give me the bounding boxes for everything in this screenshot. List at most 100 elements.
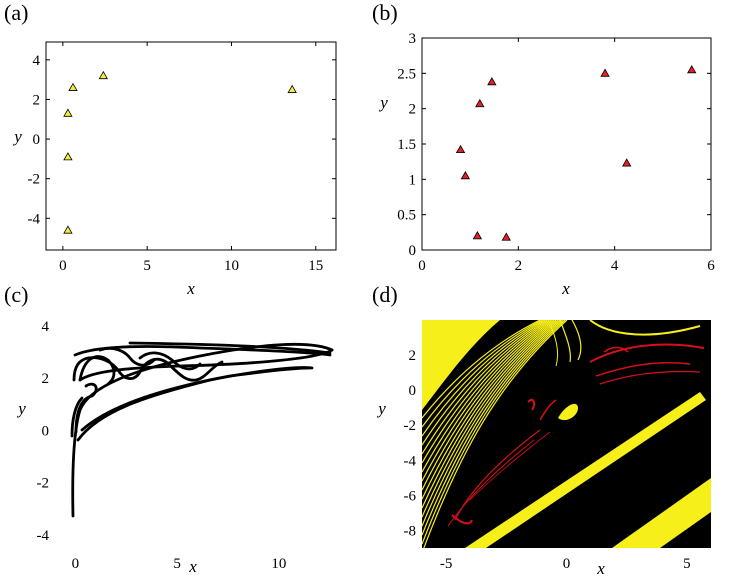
scatter-point	[475, 98, 485, 108]
y-tick-label: 0	[33, 132, 41, 148]
x-tick-label: 10	[271, 556, 286, 572]
scatter-point	[455, 144, 466, 154]
y-tick-label: 2.5	[397, 66, 416, 82]
yellow-stripe	[422, 320, 555, 491]
x-axis-label-a: x	[186, 279, 195, 298]
scatter-point	[687, 64, 697, 74]
x-tick-label: 15	[308, 258, 323, 274]
y-tick-label: 0	[42, 423, 50, 439]
panel-d: -5 0 5 2 0 -2 -4 -6 -8 x y	[376, 320, 711, 578]
scatter-point	[600, 68, 610, 77]
y-tick-label: -4	[37, 528, 50, 544]
x-tick-label: 6	[707, 258, 715, 274]
yellow-filament	[549, 323, 559, 367]
trajectory-curve	[128, 341, 332, 355]
x-tick-label: 0	[418, 258, 426, 274]
x-tick-label: 4	[611, 258, 619, 274]
yellow-stripe	[422, 320, 550, 464]
red-filament	[527, 398, 536, 411]
trajectory-curve	[98, 347, 156, 367]
red-filaments	[447, 343, 705, 527]
yellow-stripe	[422, 320, 552, 473]
x-axis-label-c: x	[188, 557, 197, 576]
y-tick-label: -2	[37, 476, 50, 492]
x-axis-label-b: x	[561, 279, 570, 298]
x-tick-label: -5	[440, 556, 453, 572]
yellow-filament	[571, 320, 582, 361]
y-tick-label: 0	[409, 243, 417, 259]
yellow-basin-region	[422, 320, 500, 410]
y-axis-label-a: y	[12, 127, 22, 146]
yellow-stripe	[422, 320, 557, 500]
y-tick-label: 2	[42, 371, 50, 387]
x-tick-label: 5	[683, 556, 691, 572]
panel-c: 0 5 10 4 2 0 -2 -4 x y	[16, 319, 334, 576]
yellow-stripe	[422, 320, 544, 437]
trajectory-curve	[138, 351, 202, 371]
yellow-filament	[559, 320, 571, 363]
x-tick-label: 10	[224, 258, 239, 274]
panel-label-c: (c)	[4, 282, 28, 307]
yellow-basin-blob	[558, 403, 578, 421]
panel-a: 0 5 10 15 4 2 0 -2 -4 x y	[12, 41, 337, 298]
scatter-point	[63, 108, 73, 117]
y-tick-label: -2	[28, 172, 41, 188]
yellow-stripe	[422, 320, 541, 419]
scatter-point	[98, 70, 109, 80]
y-tick-label: -4	[28, 211, 41, 227]
panel-label-a: (a)	[4, 0, 28, 25]
y-tick-label: 0	[409, 383, 417, 399]
scatter-point	[472, 231, 483, 240]
yellow-stripe	[422, 320, 566, 545]
y-tick-label: -4	[404, 453, 417, 469]
x-tick-label: 2	[515, 258, 523, 274]
yellow-stripes	[422, 320, 568, 548]
x-axis-label-d: x	[596, 559, 605, 578]
panel-b: 0 2 4 6 3 2.5 2 1.5 1 0.5 0 x y	[378, 31, 715, 298]
yellow-stripe	[422, 320, 561, 518]
y-tick-label: 1	[409, 172, 417, 188]
panel-label-b: (b)	[372, 0, 398, 25]
red-filament	[589, 343, 705, 363]
y-tick-label: 4	[42, 319, 50, 335]
trajectory-curves	[70, 341, 334, 518]
red-filament	[451, 514, 473, 525]
trajectory-curve	[72, 356, 120, 382]
panel-label-d: (d)	[372, 282, 398, 307]
yellow-basin-band	[612, 478, 711, 548]
y-axis-label-d: y	[376, 399, 386, 418]
scatter-point	[63, 225, 73, 234]
scatter-point	[63, 152, 73, 161]
yellow-filament	[589, 320, 701, 336]
yellow-basin-band	[465, 392, 706, 548]
y-tick-label: 0.5	[397, 208, 416, 224]
yellow-stripe	[422, 320, 564, 536]
scatter-point	[487, 77, 497, 86]
y-tick-label: 2	[409, 102, 417, 118]
x-tick-label: 0	[563, 556, 571, 572]
trajectory-curve	[80, 366, 312, 432]
scatter-point	[287, 84, 297, 93]
scatter-point	[622, 158, 632, 167]
trajectory-curve	[116, 357, 168, 380]
trajectory-curve	[164, 360, 224, 382]
trajectory-curve	[70, 396, 84, 438]
plot-frame-b	[421, 37, 712, 251]
y-tick-label: -8	[404, 523, 417, 539]
y-tick-label: -6	[404, 488, 417, 504]
scatter-point	[460, 170, 471, 180]
yellow-stripe	[423, 320, 568, 548]
x-tick-label: 0	[72, 556, 80, 572]
x-tick-label: 0	[59, 258, 67, 274]
trajectory-curve	[71, 342, 334, 518]
y-tick-label: -2	[404, 418, 417, 434]
y-tick-label: 2	[409, 348, 417, 364]
red-filament	[469, 431, 551, 501]
y-tick-label: 4	[33, 53, 41, 69]
trajectory-curve	[74, 382, 98, 434]
yellow-stripe	[422, 320, 546, 446]
y-tick-label: 3	[409, 31, 417, 47]
scatter-point	[501, 232, 511, 241]
y-tick-label: 2	[33, 92, 41, 108]
